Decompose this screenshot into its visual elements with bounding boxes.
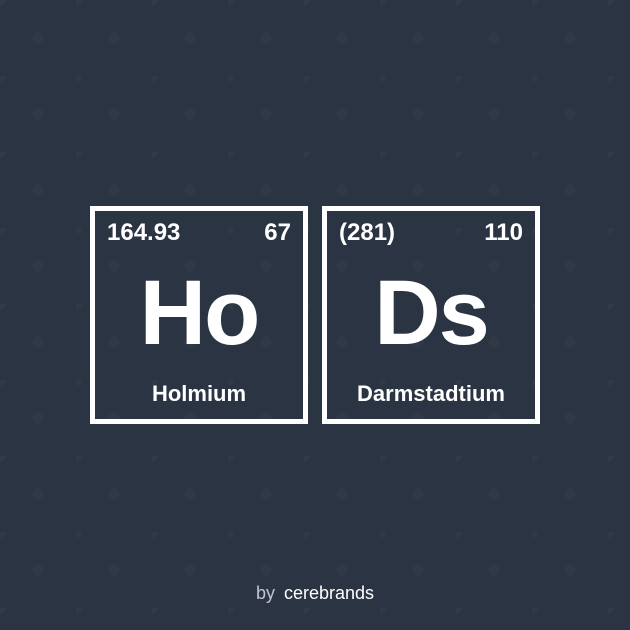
atomic-mass: 164.93 [107, 219, 180, 247]
element-tile-ho: 164.93 67 Ho Holmium [90, 206, 308, 424]
byline: by cerebrands [0, 583, 630, 604]
tile-top-row: (281) 110 [327, 219, 535, 247]
atomic-mass: (281) [339, 219, 395, 247]
atomic-number: 110 [484, 219, 523, 247]
atomic-number: 67 [264, 219, 291, 247]
element-tiles: 164.93 67 Ho Holmium (281) 110 Ds Darmst… [90, 206, 540, 424]
element-symbol: Ds [327, 267, 535, 359]
element-name: Darmstadtium [327, 381, 535, 407]
element-tile-ds: (281) 110 Ds Darmstadtium [322, 206, 540, 424]
element-name: Holmium [95, 381, 303, 407]
byline-prefix: by [256, 583, 275, 603]
tile-top-row: 164.93 67 [95, 219, 303, 247]
byline-author: cerebrands [284, 583, 374, 603]
element-symbol: Ho [95, 267, 303, 359]
